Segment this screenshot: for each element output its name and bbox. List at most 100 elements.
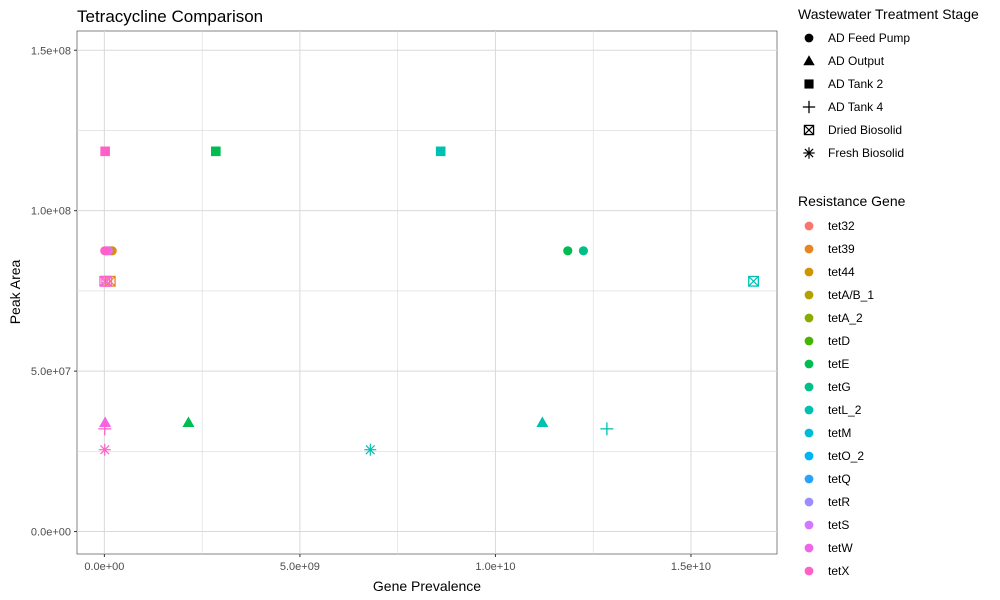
y-tick-label: 5.0e+07	[31, 366, 71, 378]
color-legend-item: tetR	[804, 495, 850, 509]
color-legend-key	[804, 336, 814, 346]
color-legend-item: tetE	[804, 357, 849, 371]
x-tick-label: 5.0e+09	[280, 561, 320, 573]
data-point	[748, 275, 759, 287]
color-legend-key	[804, 451, 814, 461]
shape-legend-key	[803, 124, 815, 136]
y-tick-label: 1.5e+08	[31, 45, 71, 57]
axes: 0.0e+00 5.0e+09 1.0e+10 1.5e+10 0.0e+00 5.0e+…	[31, 45, 711, 573]
color-legend-key	[804, 244, 814, 254]
color-legend-key	[804, 221, 814, 231]
shape-legend-item: Dried Biosolid	[803, 123, 902, 137]
color-legend-label: tetE	[828, 357, 849, 371]
data-point	[182, 416, 195, 427]
color-legend-key	[804, 405, 814, 415]
color-legend-label: tetA/B_1	[828, 288, 874, 302]
color-legend-item: tetG	[804, 380, 851, 394]
color-legend-label: tetG	[828, 380, 851, 394]
shape-legend-key	[802, 100, 816, 114]
y-tick-label: 1.0e+08	[31, 206, 71, 218]
shape-legend-label: AD Tank 4	[828, 100, 883, 114]
color-legend-key	[804, 382, 814, 392]
color-legend-title: Resistance Gene	[798, 193, 906, 209]
shape-legend-label: Dried Biosolid	[828, 123, 902, 137]
data-point	[99, 275, 111, 287]
color-legend-label: tetS	[828, 518, 849, 532]
color-legend-item: tetM	[804, 426, 851, 440]
color-legend-label: tetA_2	[828, 311, 863, 325]
y-axis-title: Peak Area	[7, 259, 23, 324]
color-legend-label: tetM	[828, 426, 851, 440]
shape-legend-item: AD Output	[803, 54, 885, 68]
x-tick-label: 0.0e+00	[84, 561, 124, 573]
shape-legend-label: Fresh Biosolid	[828, 146, 904, 160]
color-legend-item: tetX	[804, 564, 849, 578]
y-tick-label: 0.0e+00	[31, 527, 71, 539]
color-legend-item: tetD	[804, 334, 850, 348]
color-legend-item: tet32	[804, 219, 855, 233]
color-legend-key	[804, 497, 814, 507]
x-tick-label: 1.0e+10	[475, 561, 515, 573]
data-point	[100, 246, 110, 256]
shape-legend-label: AD Output	[828, 54, 885, 68]
shape-legend-title: Wastewater Treatment Stage	[798, 6, 979, 22]
shape-legend-item: AD Feed Pump	[804, 31, 910, 45]
plot-panel	[76, 30, 778, 555]
color-legend-key	[804, 359, 814, 369]
color-legend-label: tetX	[828, 564, 849, 578]
color-legend-label: tetW	[828, 541, 853, 555]
color-legend-label: tet32	[828, 219, 855, 233]
data-point	[98, 443, 111, 456]
color-legend-item: tetW	[804, 541, 853, 555]
color-legend-label: tet39	[828, 242, 855, 256]
data-point	[600, 422, 614, 436]
chart-title: Tetracycline Comparison	[77, 7, 263, 26]
shape-legend-key	[804, 79, 814, 89]
color-legend-label: tetR	[828, 495, 850, 509]
x-tick-label: 1.5e+10	[671, 561, 711, 573]
data-points	[98, 146, 759, 456]
color-legend-label: tetQ	[828, 472, 851, 486]
shape-legend-key	[804, 33, 814, 43]
color-legend-key	[804, 566, 814, 576]
color-legend-key	[804, 520, 814, 530]
shape-legend-item: AD Tank 2	[804, 77, 883, 91]
color-legend-item: tetA/B_1	[804, 288, 874, 302]
color-legend-item: tetO_2	[804, 449, 864, 463]
shape-legend-key	[803, 147, 815, 159]
grid-lines	[77, 31, 777, 554]
shape-legend-label: AD Feed Pump	[828, 31, 910, 45]
data-point	[99, 416, 112, 427]
shape-legend-item: AD Tank 4	[802, 100, 883, 114]
color-legend-item: tetQ	[804, 472, 851, 486]
color-legend-key	[804, 290, 814, 300]
color-legend-label: tetL_2	[828, 403, 862, 417]
color-legend-key	[804, 543, 814, 553]
color-legend-item: tetA_2	[804, 311, 863, 325]
color-legend-key	[804, 474, 814, 484]
color-legend-label: tetO_2	[828, 449, 864, 463]
data-point	[435, 146, 446, 157]
data-point	[563, 246, 573, 256]
color-legend-item: tet39	[804, 242, 855, 256]
color-legend-item: tetL_2	[804, 403, 862, 417]
shape-legend-item: Fresh Biosolid	[803, 146, 904, 160]
data-point	[100, 146, 110, 157]
color-legend-label: tet44	[828, 265, 855, 279]
data-point	[211, 146, 221, 157]
color-legend-item: tetS	[804, 518, 849, 532]
data-point	[364, 443, 377, 456]
color-legend-key	[804, 267, 814, 277]
data-point	[98, 422, 112, 436]
color-legend-item: tet44	[804, 265, 855, 279]
shape-legend-key	[803, 55, 815, 66]
color-legend-key	[804, 428, 814, 438]
data-point	[536, 416, 549, 427]
shape-legend-label: AD Tank 2	[828, 77, 883, 91]
color-legend-label: tetD	[828, 334, 850, 348]
data-point	[578, 246, 589, 256]
x-axis-title: Gene Prevalence	[373, 578, 481, 594]
shape-legend: AD Feed Pump AD Output AD Tank 2 AD Tank 4 D…	[802, 31, 910, 160]
color-legend: tet32 tet39 tet44 tetA/B_1 tetA_2 tetD tetE tet…	[804, 219, 874, 578]
